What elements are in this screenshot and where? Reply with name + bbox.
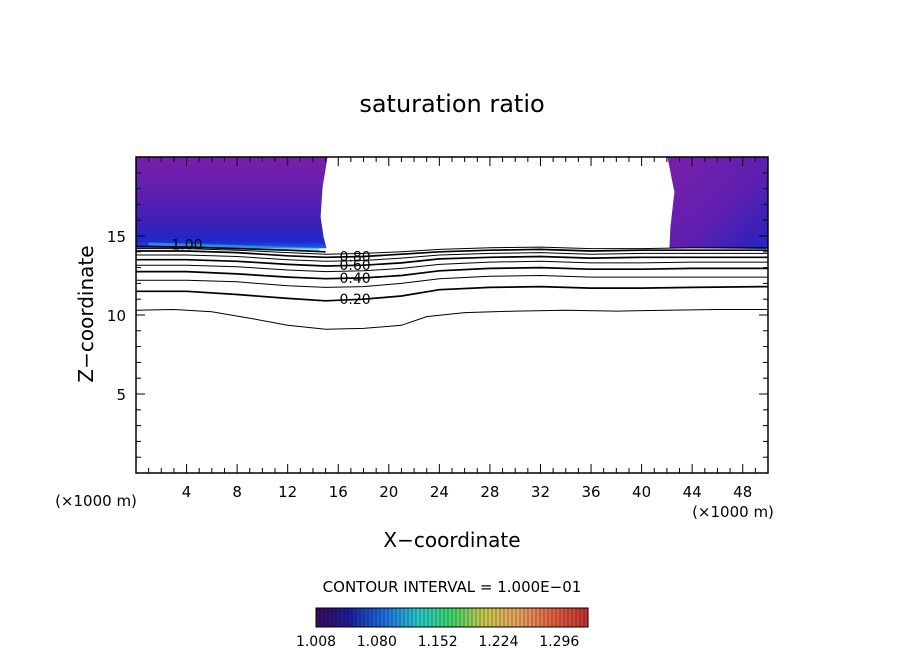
colorbar-frame <box>315 607 589 628</box>
x-tick-label: 20 <box>379 483 398 501</box>
contour-interval-note: CONTOUR INTERVAL = 1.000E−01 <box>323 578 582 596</box>
contour-line <box>136 246 768 255</box>
contour-label: 0.60 <box>340 258 371 274</box>
chart-title: saturation ratio <box>359 90 544 118</box>
x-unit-right-label: (×1000 m) <box>692 503 774 521</box>
x-tick-label: 12 <box>278 483 297 501</box>
x-tick-label: 28 <box>480 483 499 501</box>
contour-line <box>136 266 768 280</box>
y-tick-label: 10 <box>107 307 126 325</box>
contour-label: 0.40 <box>340 271 371 287</box>
x-tick-label: 44 <box>683 483 702 501</box>
colorbar-tick-label: 1.008 <box>296 634 336 650</box>
contour-label: 0.80 <box>340 250 371 266</box>
contour-line <box>136 245 326 253</box>
y-axis-label: Z−coordinate <box>74 245 98 382</box>
x-tick-label: 48 <box>733 483 752 501</box>
contour-line <box>136 255 768 267</box>
x-tick-label: 32 <box>531 483 550 501</box>
colorbar-tick-label: 1.152 <box>418 634 458 650</box>
y-tick-label: 5 <box>116 386 126 404</box>
contour-line <box>136 274 768 288</box>
colorbar: 1.008 1.080 1.152 1.224 1.296 <box>296 607 589 650</box>
contour-label: 1.00 <box>171 238 202 254</box>
filled-region <box>136 157 328 249</box>
contour-line <box>136 260 768 273</box>
plot-area: 0.20 0.400.600.80 1.00 <box>135 156 769 474</box>
x-tick-label: 16 <box>329 483 348 501</box>
contour-label: 0.20 <box>340 292 371 308</box>
x-tick-label: 4 <box>182 483 192 501</box>
contour-line <box>136 285 768 302</box>
x-unit-left-label: (×1000 m) <box>55 492 137 510</box>
contour-line <box>136 252 768 262</box>
contour-line <box>136 308 768 330</box>
colorbar-tick-label: 1.080 <box>357 634 397 650</box>
x-tick-label: 36 <box>581 483 600 501</box>
y-tick-label: 15 <box>107 228 126 246</box>
colorbar-tick-label: 1.296 <box>539 634 579 650</box>
x-tick-label: 24 <box>430 483 449 501</box>
contour-line <box>136 248 768 259</box>
filled-region <box>667 157 768 250</box>
x-tick-label: 8 <box>232 483 242 501</box>
x-tick-label: 40 <box>632 483 651 501</box>
colorbar-tick-label: 1.224 <box>478 634 518 650</box>
x-axis-label: X−coordinate <box>383 528 520 552</box>
